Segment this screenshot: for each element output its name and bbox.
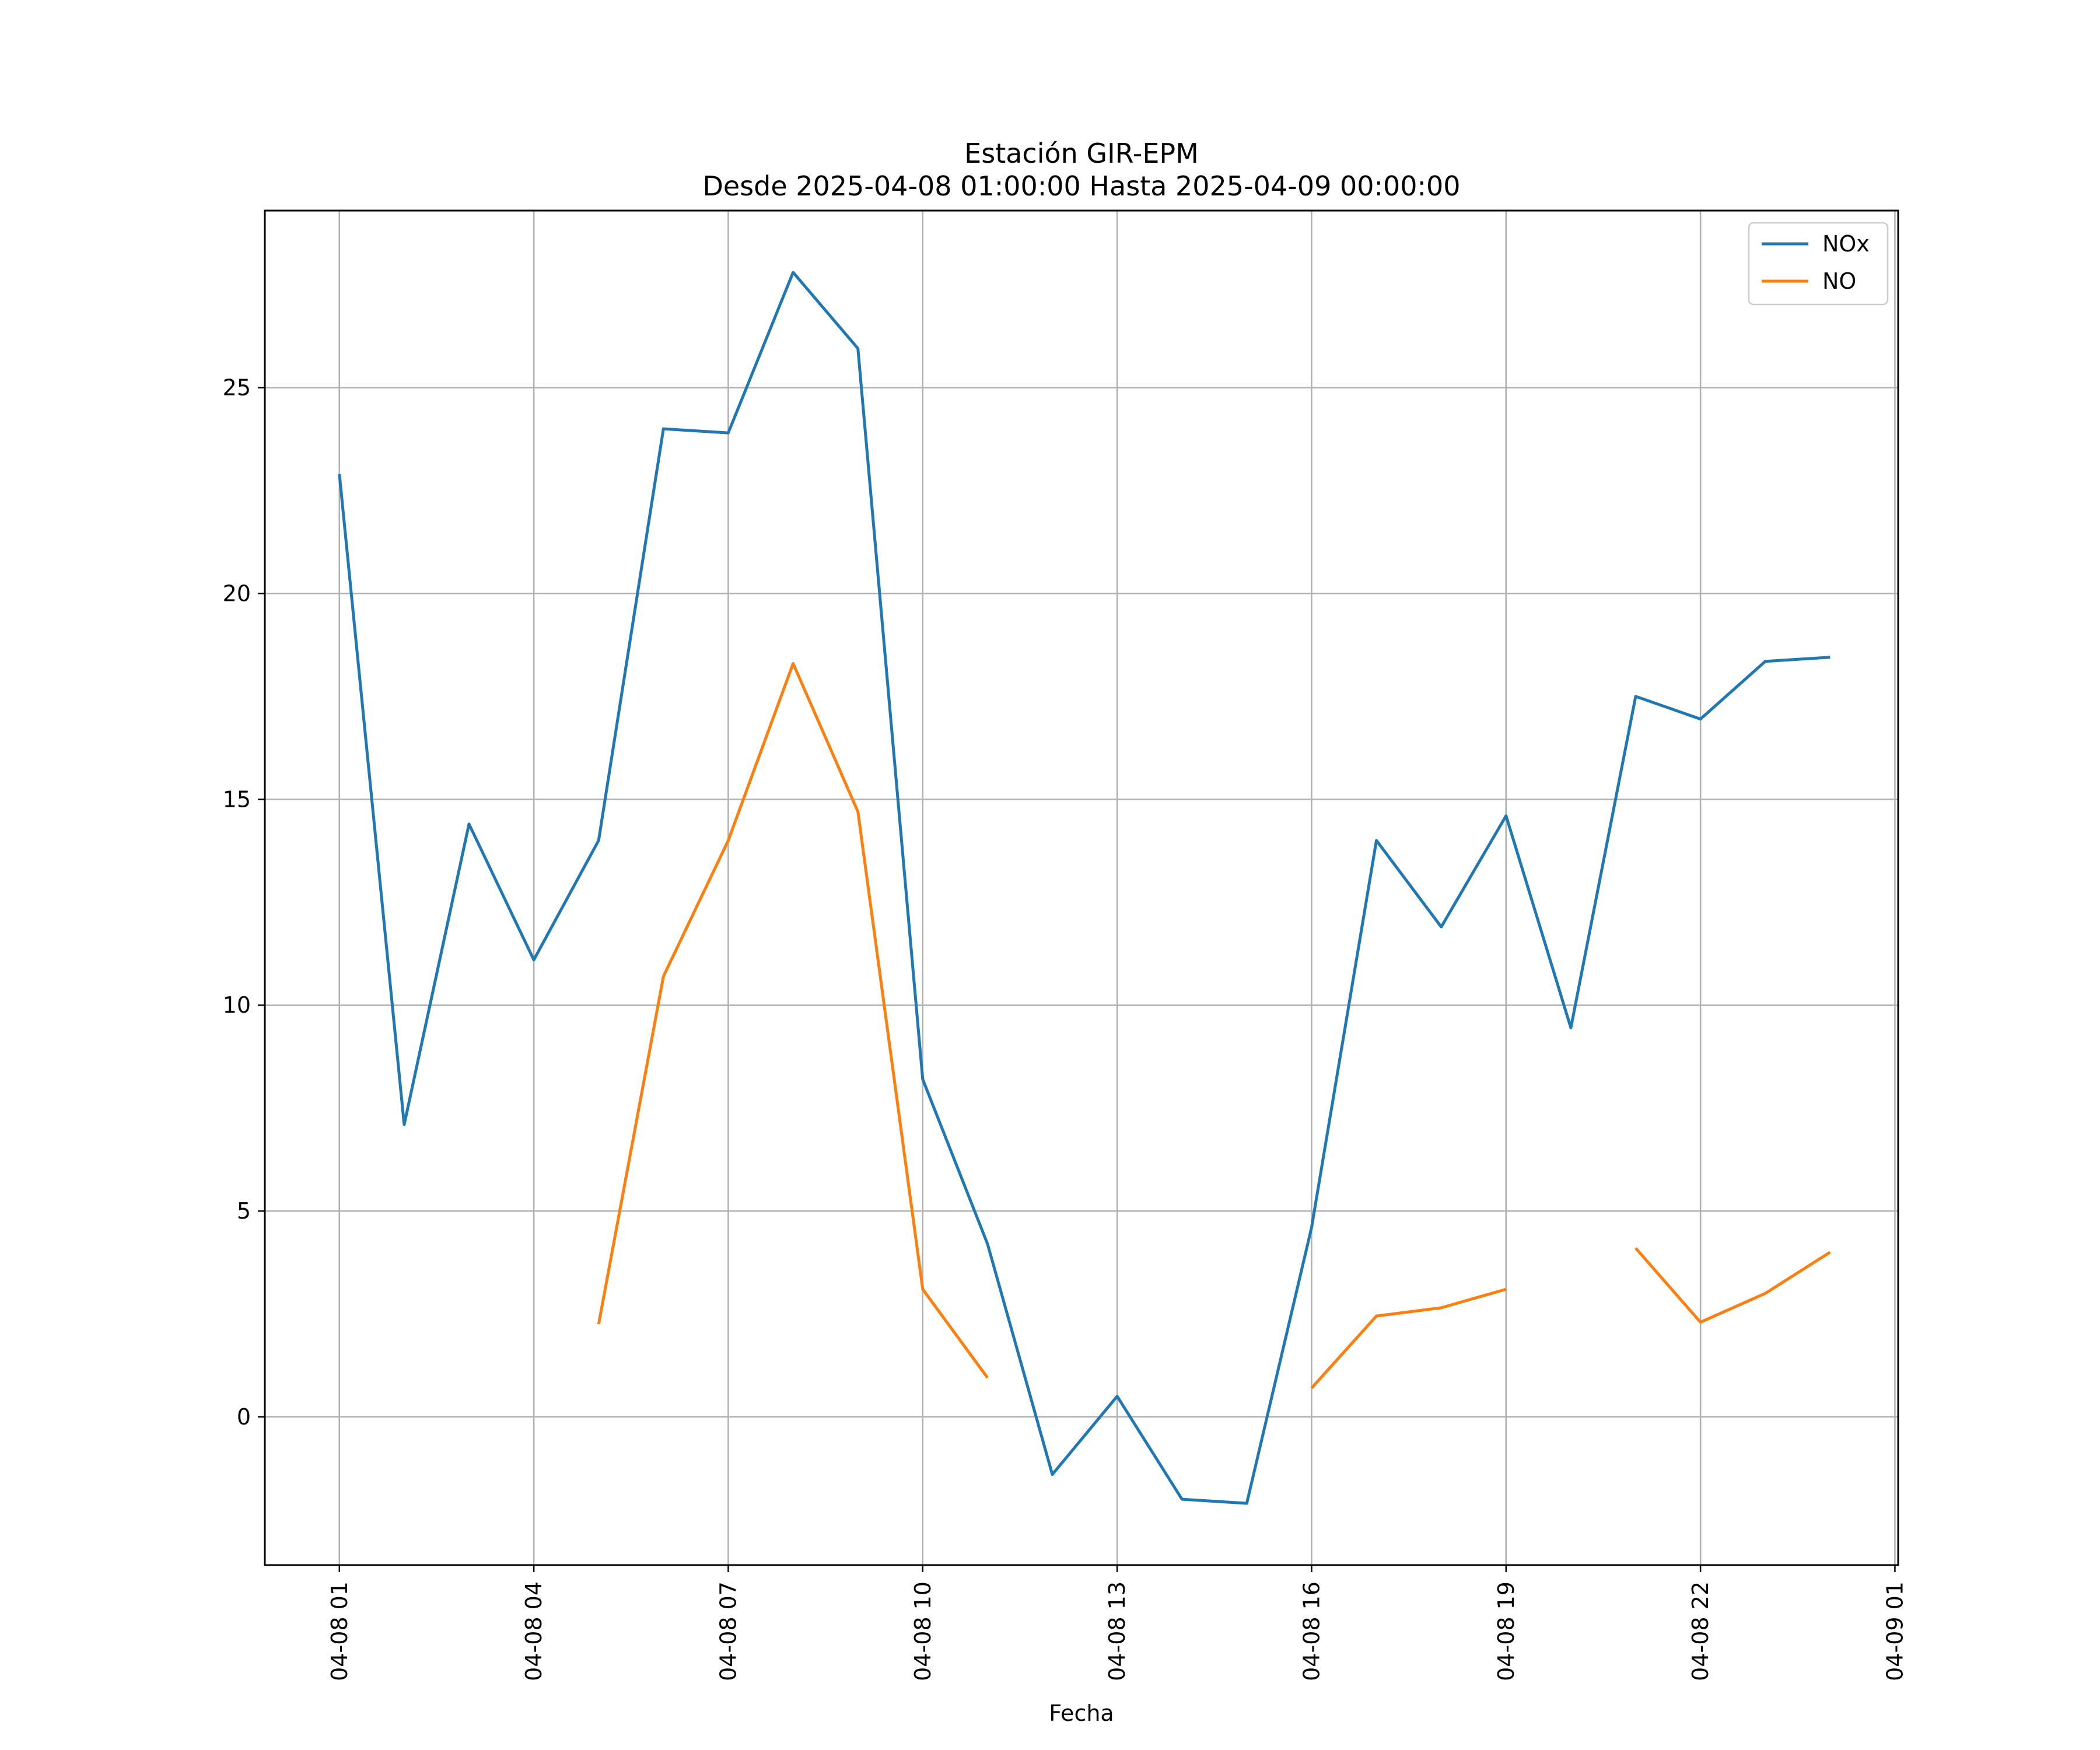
series-line-segment [1634, 1247, 1831, 1324]
y-tick-label: 25 [223, 374, 251, 400]
axis-ticks: 04-08 01 04-08 04 04-08 07 04-08 10 04-08 13… [223, 374, 1908, 1681]
legend: NOx NO [1748, 222, 1889, 306]
x-tick-label: 04-08 13 [1104, 1581, 1130, 1681]
plot-area-frame [264, 209, 1899, 1566]
y-tick-label: 15 [223, 786, 251, 812]
legend-label-no: NO [1822, 268, 1856, 294]
chart-title: Estación GIR-EPM [964, 138, 1199, 169]
x-tick-label: 04-08 10 [910, 1581, 936, 1681]
chart-subtitle: Desde 2025-04-08 01:00:00 Hasta 2025-04-… [702, 170, 1460, 202]
grid-lines [265, 211, 1898, 1565]
series-line-segment [1310, 1287, 1507, 1390]
series-nox [338, 271, 1831, 1505]
y-tick-label: 10 [223, 992, 251, 1018]
x-tick-label: 04-08 01 [327, 1581, 352, 1681]
series-lines [338, 271, 1831, 1505]
x-tick-label: 04-08 22 [1688, 1581, 1713, 1681]
legend-label-nox: NOx [1822, 231, 1870, 257]
x-tick-label: 04-08 16 [1298, 1581, 1324, 1681]
x-tick-label: 04-08 04 [521, 1581, 547, 1681]
x-tick-label: 04-09 01 [1882, 1581, 1908, 1681]
y-tick-label: 20 [223, 580, 251, 606]
series-line-segment [338, 271, 1831, 1505]
series-no [597, 662, 1831, 1390]
x-axis-label: Fecha [1049, 1700, 1114, 1726]
series-line-segment [597, 662, 989, 1379]
y-tick-label: 5 [237, 1198, 251, 1224]
y-tick-label: 0 [237, 1404, 251, 1430]
x-tick-label: 04-08 19 [1493, 1581, 1519, 1681]
x-tick-label: 04-08 07 [715, 1581, 741, 1681]
